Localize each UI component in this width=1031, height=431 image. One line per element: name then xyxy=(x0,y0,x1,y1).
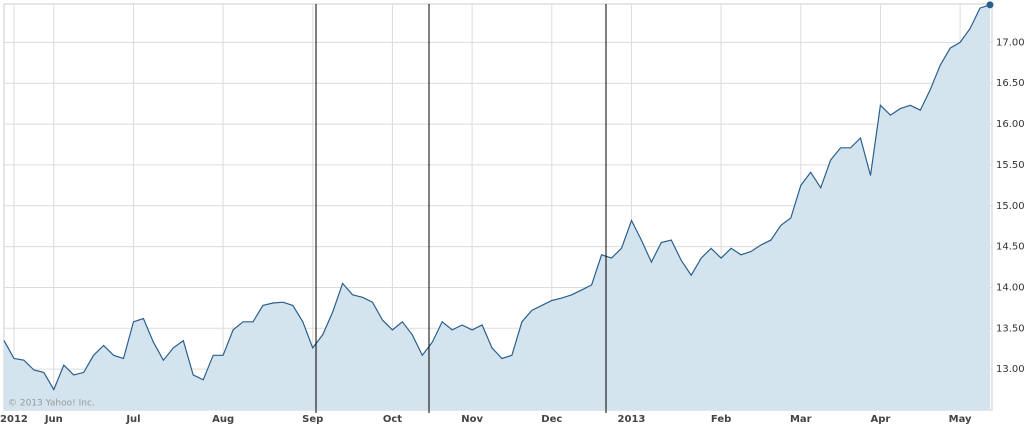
x-tick-label: Dec xyxy=(541,414,562,425)
y-tick-label: 16.00 xyxy=(996,119,1025,130)
x-tick-label: Jun xyxy=(44,414,63,425)
y-tick-label: 13.00 xyxy=(996,364,1025,375)
area-fill xyxy=(4,4,990,411)
y-tick-label: 14.50 xyxy=(996,242,1025,253)
x-tick-label: Feb xyxy=(711,414,731,425)
labels: 13.00 13.50 14.00 14.50 15.00 15.50 16.00 16.50… xyxy=(0,37,1025,425)
x-tick-label: 2012 xyxy=(0,414,28,425)
marks xyxy=(3,1,994,411)
y-tick-label: 15.50 xyxy=(996,160,1025,171)
y-tick-label: 17.00 xyxy=(996,37,1025,48)
watermark: © 2013 Yahoo! Inc. xyxy=(8,399,95,409)
price-line xyxy=(3,4,991,391)
y-tick-label: 15.00 xyxy=(996,201,1025,212)
x-tick-label: Apr xyxy=(871,414,891,425)
last-point xyxy=(986,1,994,9)
x-tick-label: Oct xyxy=(383,414,402,425)
y-tick-label: 14.00 xyxy=(996,282,1025,293)
x-tick-label: Sep xyxy=(302,414,323,425)
x-tick-label: 2013 xyxy=(618,414,646,425)
y-tick-label: 13.50 xyxy=(996,323,1025,334)
x-tick-label: Mar xyxy=(790,414,812,425)
x-tick-label: May xyxy=(949,414,972,425)
x-tick-label: Jul xyxy=(125,414,140,425)
y-tick-label: 16.50 xyxy=(996,78,1025,89)
x-tick-label: Aug xyxy=(212,414,234,425)
x-tick-label: Nov xyxy=(461,414,483,425)
